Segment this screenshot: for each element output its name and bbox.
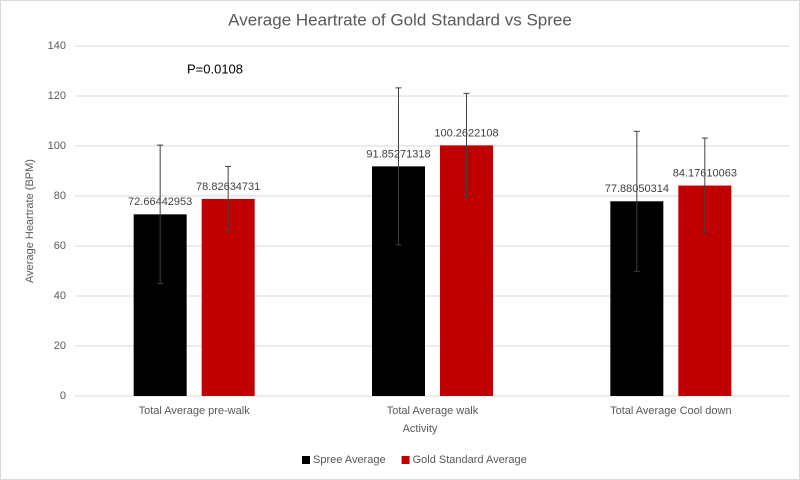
value-label: 72.66442953	[128, 196, 192, 208]
y-tick-label: 100	[48, 140, 66, 152]
y-tick-label: 120	[48, 90, 66, 102]
legend-swatch	[401, 456, 410, 464]
y-tick-label: 20	[54, 340, 66, 352]
x-tick-label: Total Average Cool down	[610, 405, 732, 417]
chart-title: Average Heartrate of Gold Standard vs Sp…	[228, 10, 572, 29]
annotation: P=0.0108	[187, 61, 243, 76]
value-label: 84.17610063	[673, 167, 737, 179]
x-tick-label: Total Average pre-walk	[139, 405, 251, 417]
y-tick-label: 60	[54, 240, 66, 252]
x-tick-label: Total Average walk	[387, 405, 479, 417]
y-tick-label: 140	[48, 40, 66, 52]
legend-label: Spree Average	[313, 454, 386, 466]
value-label: 100.2622108	[434, 127, 498, 139]
legend-label: Gold Standard Average	[413, 454, 527, 466]
value-label: 78.82634731	[196, 181, 260, 193]
legend-swatch	[302, 456, 310, 464]
y-tick-label: 40	[54, 290, 66, 302]
y-axis-title: Average Heartrate (BPM)	[24, 159, 36, 283]
value-label: 91.85271318	[366, 148, 430, 160]
y-tick-label: 80	[54, 190, 66, 202]
value-label: 77.88050314	[605, 183, 669, 195]
x-axis-title: Activity	[403, 423, 438, 435]
y-tick-label: 0	[60, 390, 66, 402]
